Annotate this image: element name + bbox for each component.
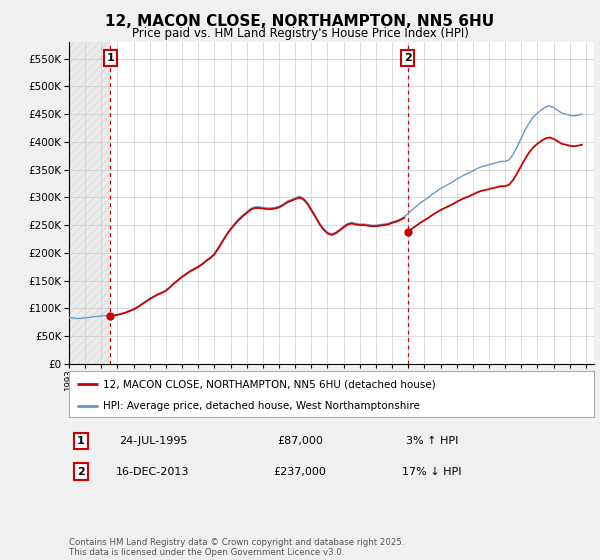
Text: HPI: Average price, detached house, West Northamptonshire: HPI: Average price, detached house, West… (103, 401, 420, 410)
Text: Contains HM Land Registry data © Crown copyright and database right 2025.
This d: Contains HM Land Registry data © Crown c… (69, 538, 404, 557)
Text: 24-JUL-1995: 24-JUL-1995 (119, 436, 187, 446)
Bar (69, 42, 110, 364)
Text: 2: 2 (404, 53, 412, 63)
Text: 16-DEC-2013: 16-DEC-2013 (116, 466, 190, 477)
Text: 1: 1 (77, 436, 85, 446)
Text: 12, MACON CLOSE, NORTHAMPTON, NN5 6HU: 12, MACON CLOSE, NORTHAMPTON, NN5 6HU (106, 14, 494, 29)
Text: Price paid vs. HM Land Registry's House Price Index (HPI): Price paid vs. HM Land Registry's House … (131, 27, 469, 40)
Text: 17% ↓ HPI: 17% ↓ HPI (402, 466, 462, 477)
Text: 3% ↑ HPI: 3% ↑ HPI (406, 436, 458, 446)
Text: 1: 1 (106, 53, 114, 63)
Text: 12, MACON CLOSE, NORTHAMPTON, NN5 6HU (detached house): 12, MACON CLOSE, NORTHAMPTON, NN5 6HU (d… (103, 379, 436, 389)
Text: £237,000: £237,000 (274, 466, 326, 477)
Text: £87,000: £87,000 (277, 436, 323, 446)
Text: 2: 2 (77, 466, 85, 477)
